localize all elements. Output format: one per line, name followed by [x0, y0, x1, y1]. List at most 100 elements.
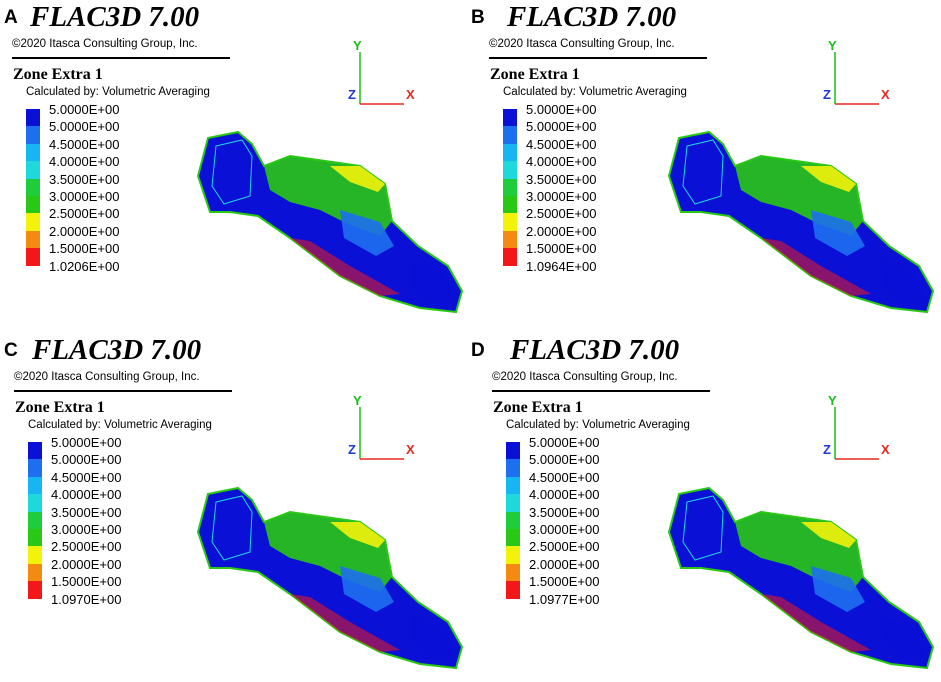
legend-swatch	[26, 178, 40, 196]
legend-swatch	[28, 494, 42, 512]
legend-swatch	[506, 581, 520, 599]
legend-value: 4.5000E+00	[49, 136, 120, 152]
legend-row: 4.5000E+00	[503, 136, 653, 162]
legend-swatch	[506, 442, 520, 460]
color-legend: 5.0000E+00 5.0000E+00 4.5000E+00 4.0000E+00…	[28, 434, 178, 608]
panel-letter: D	[471, 340, 485, 361]
legend-row: 1.5000E+00	[506, 573, 656, 599]
model-blue-patch	[340, 210, 394, 256]
legend-value: 1.0970E+00	[51, 591, 122, 607]
legend-value: 2.5000E+00	[49, 206, 120, 222]
legend-row: 4.0000E+00	[28, 486, 178, 512]
software-title: FLAC3D 7.00	[510, 334, 680, 366]
legend-row: 4.0000E+00	[503, 153, 653, 179]
axis-triad: Y X Z	[823, 38, 890, 105]
legend-row: 5.0000E+00	[506, 434, 656, 460]
title-divider	[14, 390, 232, 392]
legend-row: 2.5000E+00	[503, 205, 653, 231]
legend-swatch	[506, 563, 520, 582]
z-axis-label: Z	[348, 87, 356, 102]
legend-swatch	[503, 178, 517, 196]
software-title: FLAC3D 7.00	[507, 1, 677, 33]
legend-title: Zone Extra 1	[15, 399, 105, 416]
figure-panel: A FLAC3D 7.00 ©2020 Itasca Consulting Grou…	[0, 0, 470, 333]
copyright-notice: ©2020 Itasca Consulting Group, Inc.	[489, 38, 675, 50]
legend-value: 1.0964E+00	[526, 258, 597, 274]
title-divider	[12, 57, 230, 59]
legend-value: 5.0000E+00	[529, 452, 600, 468]
legend-row: 1.0977E+00	[506, 591, 656, 608]
legend-row: 5.0000E+00	[503, 118, 653, 144]
legend-row: 3.5000E+00	[506, 504, 656, 529]
y-axis-label: Y	[353, 38, 362, 53]
title-divider	[492, 390, 710, 392]
legend-row: 4.5000E+00	[28, 469, 178, 495]
legend-value: 5.0000E+00	[49, 102, 120, 117]
legend-value: 4.0000E+00	[49, 154, 120, 170]
legend-swatch	[28, 511, 42, 529]
legend-swatch	[503, 248, 517, 266]
color-legend: 5.0000E+00 5.0000E+00 4.5000E+00 4.0000E+00…	[503, 101, 653, 275]
legend-value: 1.5000E+00	[526, 241, 597, 257]
legend-swatch	[506, 511, 520, 529]
model-blue-patch	[811, 566, 865, 612]
legend-value: 3.5000E+00	[529, 504, 600, 520]
legend-swatch	[503, 109, 517, 127]
title-divider	[489, 57, 707, 59]
legend-title: Zone Extra 1	[490, 66, 580, 83]
legend-swatch	[506, 476, 520, 495]
legend-swatch	[28, 442, 42, 460]
figure-panel: C FLAC3D 7.00 ©2020 Itasca Consulting Grou…	[0, 333, 470, 670]
model-toe-zone	[881, 258, 927, 302]
legend-row: 4.0000E+00	[506, 486, 656, 512]
axis-triad: Y X Z	[348, 393, 415, 460]
panel-letter: A	[4, 7, 18, 28]
legend-value: 3.5000E+00	[49, 171, 120, 187]
copyright-notice: ©2020 Itasca Consulting Group, Inc.	[12, 38, 198, 50]
legend-value: 1.0977E+00	[529, 591, 600, 607]
legend-value: 2.0000E+00	[529, 556, 600, 572]
legend-value: 4.0000E+00	[526, 154, 597, 170]
z-axis-label: Z	[823, 442, 831, 457]
legend-value: 5.0000E+00	[51, 435, 122, 450]
axis-triad: Y X Z	[823, 393, 890, 460]
legend-row: 2.0000E+00	[503, 223, 653, 249]
panel-letter: B	[471, 7, 485, 28]
legend-swatch	[503, 161, 517, 179]
legend-value: 1.5000E+00	[51, 574, 122, 590]
legend-value: 3.0000E+00	[49, 188, 120, 204]
legend-swatch	[26, 195, 40, 214]
legend-value: 1.5000E+00	[49, 241, 120, 257]
y-axis-label: Y	[353, 393, 362, 408]
legend-value: 5.0000E+00	[49, 119, 120, 135]
legend-row: 2.5000E+00	[26, 205, 176, 231]
slope-model-contour	[667, 486, 935, 670]
x-axis-label: X	[881, 442, 890, 457]
z-axis-label: Z	[823, 87, 831, 102]
legend-value: 3.0000E+00	[51, 521, 122, 537]
model-toe-zone	[410, 614, 456, 658]
legend-subtitle: Calculated by: Volumetric Averaging	[26, 86, 210, 98]
legend-value: 2.5000E+00	[526, 206, 597, 222]
slope-model-contour	[667, 130, 935, 314]
legend-swatch	[506, 459, 520, 477]
axis-triad: Y X Z	[348, 38, 415, 105]
legend-row: 5.0000E+00	[506, 451, 656, 477]
legend-subtitle: Calculated by: Volumetric Averaging	[28, 419, 212, 431]
legend-row: 5.0000E+00	[26, 118, 176, 144]
software-title: FLAC3D 7.00	[30, 1, 200, 33]
model-red-zone	[290, 238, 400, 296]
legend-value: 3.5000E+00	[51, 504, 122, 520]
color-legend: 5.0000E+00 5.0000E+00 4.5000E+00 4.0000E+00…	[26, 101, 176, 275]
legend-value: 4.5000E+00	[526, 136, 597, 152]
legend-swatch	[503, 195, 517, 214]
model-red-zone	[290, 594, 400, 652]
legend-swatch	[506, 494, 520, 512]
legend-swatch	[503, 230, 517, 249]
legend-row: 3.0000E+00	[506, 521, 656, 547]
legend-row: 4.5000E+00	[26, 136, 176, 162]
legend-swatch	[506, 528, 520, 547]
legend-row: 3.0000E+00	[28, 521, 178, 547]
legend-row: 2.0000E+00	[26, 223, 176, 249]
model-blue-zone	[682, 495, 724, 561]
